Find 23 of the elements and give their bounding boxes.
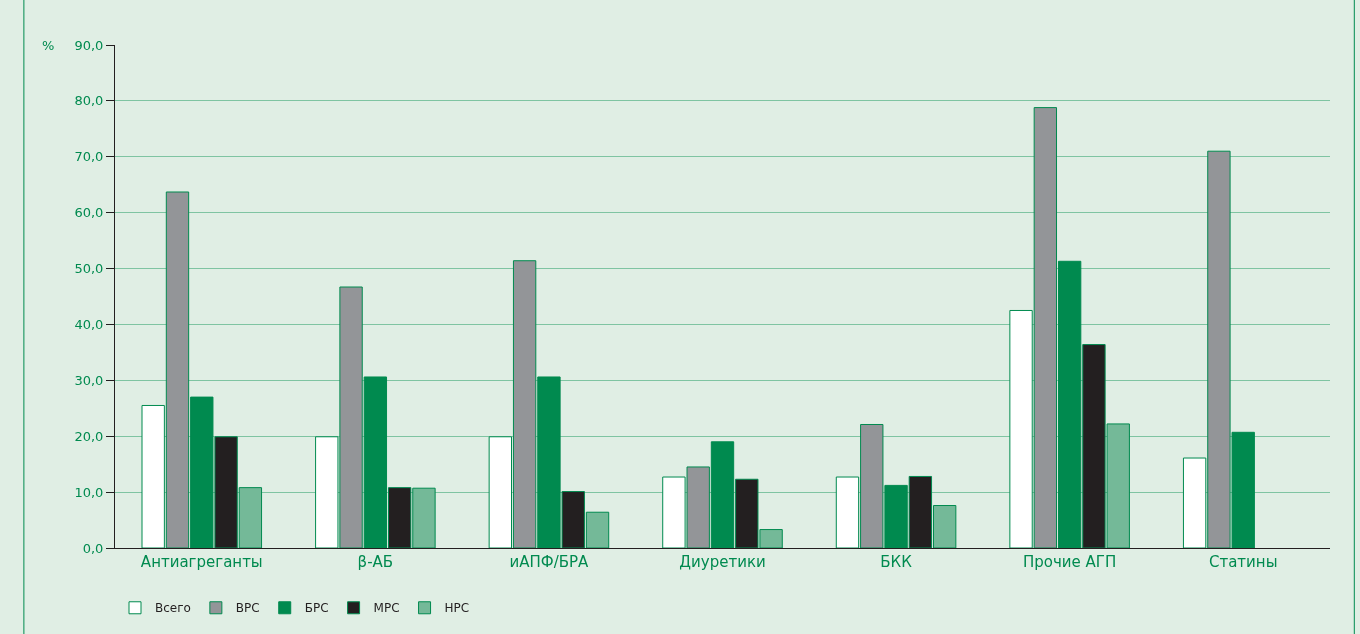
x-tick-label: Статины (1208, 553, 1278, 571)
x-tick-label: Прочие АГП (1023, 553, 1117, 571)
y-tick-label: 90,0 (74, 37, 104, 53)
x-tick-label: Диуретики (679, 553, 766, 571)
y-tick-label: 40,0 (74, 316, 104, 332)
x-tick-label: иАПФ/БРА (509, 553, 590, 571)
legend-label: МРС (373, 601, 400, 616)
y-tick-label: 0,0 (82, 540, 104, 556)
y-tick-label: 70,0 (74, 149, 104, 165)
legend-label: БРС (304, 601, 329, 616)
y-tick-label: 30,0 (74, 372, 104, 388)
legend-label: ВРС (235, 601, 260, 616)
y-tick-label: 80,0 (74, 93, 104, 109)
y-tick-label: 50,0 (74, 261, 104, 277)
y-tick-label: 20,0 (74, 428, 104, 444)
legend-label: Всего (155, 601, 191, 616)
x-tick-label: β-АБ (357, 553, 394, 571)
y-tick-label: 60,0 (74, 205, 104, 221)
y-tick-label: 10,0 (74, 484, 104, 500)
legend-label: НРС (444, 601, 470, 616)
x-tick-label: Антиагреганты (140, 553, 263, 571)
x-tick-label: БКК (880, 553, 913, 571)
y-axis-title: % (42, 38, 55, 53)
